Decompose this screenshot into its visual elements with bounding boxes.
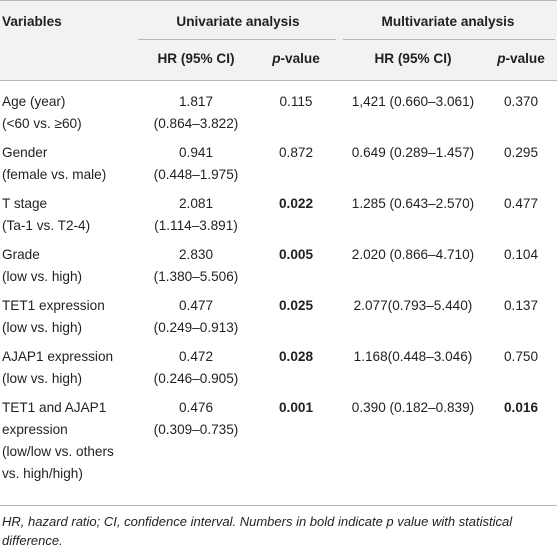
cell-mhr: 2.077(0.793–5.440) — [353, 298, 473, 313]
cell-uhr1: 1.817 — [178, 94, 214, 109]
cell-mhr: 1,421 (0.660–3.061) — [351, 94, 475, 109]
cell-uhr1: 0.941 — [178, 145, 214, 160]
header-uni-p: p-value — [272, 51, 320, 66]
header-univariate: Univariate analysis — [176, 14, 300, 29]
cell-mhr: 1.285 (0.643–2.570) — [351, 196, 475, 211]
cell-var3: (low/low vs. others — [2, 444, 114, 459]
univariate-underline — [138, 39, 336, 40]
cell-var2: (low vs. high) — [2, 269, 83, 284]
cell-var1: Grade — [2, 247, 40, 262]
cell-uhr2: (0.864–3.822) — [153, 116, 239, 131]
cell-uhr1: 2.081 — [178, 196, 214, 211]
cell-up: 0.872 — [278, 145, 314, 160]
cell-var1: Age (year) — [2, 94, 66, 109]
header-variables: Variables — [2, 14, 62, 29]
cell-mhr: 2.020 (0.866–4.710) — [351, 247, 475, 262]
cell-var2: (female vs. male) — [2, 167, 107, 182]
header-uni-hr: HR (95% CI) — [157, 51, 235, 66]
top-rule — [0, 0, 557, 1]
cell-var2: (<60 vs. ≥60) — [2, 116, 82, 131]
multivariate-underline — [343, 39, 555, 40]
cell-uhr1: 0.476 — [178, 400, 214, 415]
header-multi-p: p-value — [497, 51, 545, 66]
header-multivariate: Multivariate analysis — [381, 14, 515, 29]
cell-var1: AJAP1 expression — [2, 349, 114, 364]
cell-up: 0.115 — [279, 94, 313, 109]
cell-var2: expression — [2, 422, 68, 437]
cell-up: 0.022 — [278, 196, 314, 211]
cell-mhr: 0.390 (0.182–0.839) — [351, 400, 475, 415]
cell-uhr2: (0.249–0.913) — [153, 320, 239, 335]
cell-uhr2: (1.114–3.891) — [154, 218, 238, 233]
cell-uhr1: 0.477 — [178, 298, 214, 313]
cell-uhr2: (1.380–5.506) — [153, 269, 239, 284]
cell-up: 0.001 — [278, 400, 314, 415]
cell-var2: (Ta-1 vs. T2-4) — [2, 218, 91, 233]
cell-var2: (low vs. high) — [2, 371, 83, 386]
footnote: HR, hazard ratio; CI, confidence interva… — [2, 514, 513, 548]
cell-var1: TET1 and AJAP1 — [2, 400, 107, 415]
header-bottom-rule — [0, 80, 557, 81]
cell-uhr2: (0.246–0.905) — [153, 371, 239, 386]
cell-up: 0.025 — [278, 298, 314, 313]
cell-uhr1: 2.830 — [178, 247, 214, 262]
cell-mp: 0.477 — [503, 196, 539, 211]
cell-var2: (low vs. high) — [2, 320, 83, 335]
cell-var4: vs. high/high) — [2, 466, 83, 481]
cell-mp: 0.104 — [503, 247, 539, 262]
cell-mp: 0.295 — [503, 145, 539, 160]
cell-mhr: 1.168(0.448–3.046) — [353, 349, 473, 364]
cell-mhr: 0.649 (0.289–1.457) — [351, 145, 475, 160]
cell-mp: 0.370 — [503, 94, 539, 109]
cell-mp: 0.016 — [503, 400, 539, 415]
cell-var1: T stage — [2, 196, 48, 211]
cell-mp: 0.137 — [503, 298, 539, 313]
cell-up: 0.028 — [278, 349, 314, 364]
cell-var1: TET1 expression — [2, 298, 105, 313]
cell-mp: 0.750 — [503, 349, 539, 364]
cell-up: 0.005 — [278, 247, 314, 262]
table-bottom-rule — [0, 505, 557, 506]
header-multi-hr: HR (95% CI) — [374, 51, 452, 66]
cell-uhr1: 0.472 — [178, 349, 214, 364]
header-band — [0, 0, 557, 80]
cell-var1: Gender — [2, 145, 48, 160]
cell-uhr2: (0.309–0.735) — [153, 422, 239, 437]
cell-uhr2: (0.448–1.975) — [153, 167, 239, 182]
